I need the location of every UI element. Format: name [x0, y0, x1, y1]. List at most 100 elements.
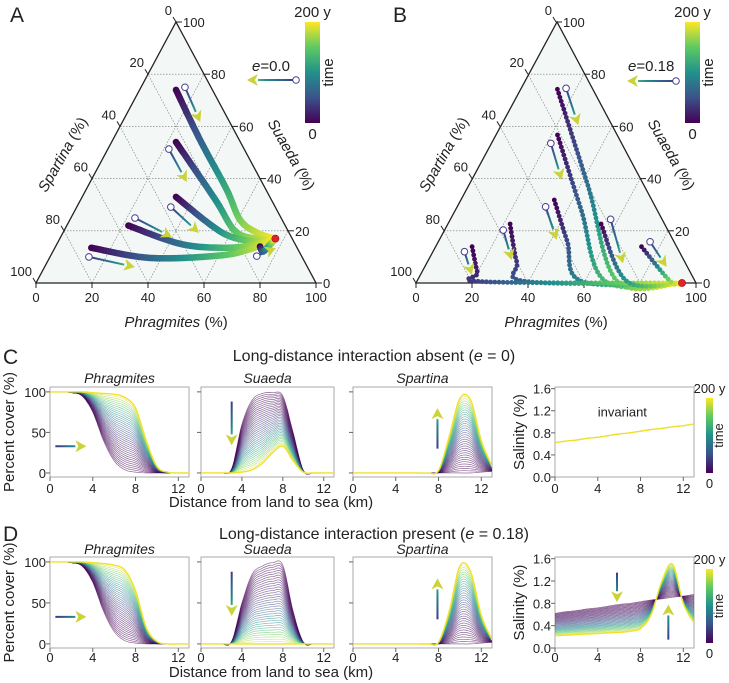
trajectory-point	[560, 225, 566, 231]
arrow-head	[552, 167, 565, 180]
trajectory-point	[604, 237, 609, 243]
trajectory-point	[510, 274, 516, 280]
trajectory-point	[572, 143, 578, 148]
y-tick-label: 1.2	[533, 574, 551, 589]
trajectory-point	[594, 219, 600, 225]
trajectory-point	[609, 271, 615, 277]
initial-direction-arrow	[85, 253, 135, 271]
trajectory-point	[602, 233, 608, 239]
trajectory-point	[608, 249, 613, 255]
tick-label-suaeda: 0	[703, 276, 710, 291]
subplot-title: Spartina	[396, 541, 448, 557]
trajectory-point	[595, 223, 601, 229]
y-axis-label-cover: Percent cover (%)	[1, 372, 18, 492]
gridline-spartina	[499, 126, 585, 284]
trajectory-point	[513, 254, 518, 260]
salinity-line	[555, 569, 694, 633]
trajectory-point	[584, 229, 589, 234]
title-text: = 0)	[483, 348, 515, 365]
trajectory-point	[561, 229, 567, 235]
tick-label-phragmites: 60	[577, 290, 591, 305]
trajectory-point	[590, 203, 596, 209]
trajectory-point	[558, 98, 564, 104]
trajectory-point	[603, 256, 609, 262]
gridline-phragmites	[639, 230, 669, 284]
trajectory-point	[565, 164, 570, 170]
salinity-line	[555, 573, 694, 630]
trajectory-point	[588, 195, 594, 200]
trajectory-point	[611, 257, 616, 263]
trajectory-point	[567, 262, 572, 268]
colorbar-title: time	[700, 58, 717, 86]
trajectory-point	[644, 250, 650, 256]
title-text: Long-distance interaction present (	[219, 526, 466, 543]
gridline-spartina	[119, 126, 205, 284]
subplot-spartina: 0 4 8 12 Spartina	[349, 370, 493, 496]
arrow-shaft	[549, 143, 560, 170]
trajectory-point	[644, 284, 649, 289]
salinity-line	[555, 587, 694, 621]
trajectory-point	[555, 86, 560, 92]
tick-label-spartina: 0	[165, 3, 172, 18]
trajectory-point	[558, 217, 563, 223]
tick-label-spartina: 40	[482, 107, 496, 122]
tick-label-suaeda: 20	[295, 224, 309, 239]
trend-arrow	[662, 604, 675, 640]
tick-label-phragmites: 60	[197, 290, 211, 305]
trajectory-point	[610, 280, 615, 286]
arrow-head	[569, 112, 581, 126]
initial-direction-arrow	[562, 84, 581, 126]
colorbar-max-label: 200 y	[294, 4, 331, 21]
salinity-line	[555, 582, 694, 624]
trajectory-point	[587, 245, 592, 251]
trajectory-point	[563, 233, 568, 239]
y-tick-label: 0.8	[533, 426, 551, 441]
y-tick-label: 1.6	[533, 382, 551, 397]
tick-label-suaeda: 60	[619, 119, 633, 134]
y-tick-label: 0.0	[533, 470, 551, 485]
trajectory-point	[649, 257, 655, 263]
trajectory-point	[586, 187, 592, 192]
trajectory-point	[467, 278, 472, 283]
panel-title: Long-distance interaction present (e = 0…	[219, 526, 529, 543]
initial-direction-arrow	[606, 215, 626, 264]
colorbar-max-label: 200 y	[674, 4, 711, 21]
colorbar-min-label: 0	[308, 126, 316, 143]
trajectory-point	[530, 280, 535, 286]
trajectory-point	[474, 269, 480, 274]
x-tick-label: 0	[197, 481, 204, 496]
y-tick-label: 50	[32, 425, 46, 440]
trajectory-point	[559, 221, 565, 227]
subplot-title: Phragmites	[84, 541, 155, 557]
trajectory-point	[484, 279, 489, 285]
trajectory-point	[472, 260, 478, 266]
trajectory-point	[589, 253, 594, 259]
salinity-line	[555, 583, 694, 623]
tick-label-suaeda: 80	[591, 67, 605, 82]
arrow-head	[431, 578, 444, 590]
trajectory-point	[511, 270, 516, 276]
x-tick-label: 8	[279, 481, 286, 496]
tick-spartina	[60, 225, 65, 232]
trajectory-point	[566, 250, 572, 255]
trajectory-point	[566, 245, 571, 251]
trajectory-point	[577, 204, 583, 210]
initial-state-marker	[562, 84, 570, 93]
trajectory-point	[566, 254, 572, 260]
salinity-line	[555, 588, 694, 620]
salinity-line	[555, 570, 694, 631]
title-text: Long-distance interaction absent (	[233, 348, 475, 365]
subplot-salinity: 0 4 8 12 0.0 0.4 0.8 1.2 1.6 invariant	[533, 382, 695, 496]
trajectory-point	[556, 136, 562, 142]
trajectory-point	[602, 252, 607, 258]
x-tick-label: 12	[676, 481, 690, 496]
tick-spartina	[32, 277, 37, 284]
trajectory-point	[567, 126, 573, 132]
trajectory-point	[585, 237, 591, 243]
tick-label-spartina: 60	[74, 160, 88, 175]
trajectory-point	[566, 123, 572, 128]
arrow-head	[225, 605, 238, 617]
salinity-line	[555, 591, 694, 618]
subplot-suaeda: 0 4 8 12 Suaeda	[197, 370, 335, 496]
trajectory-point	[514, 258, 519, 264]
